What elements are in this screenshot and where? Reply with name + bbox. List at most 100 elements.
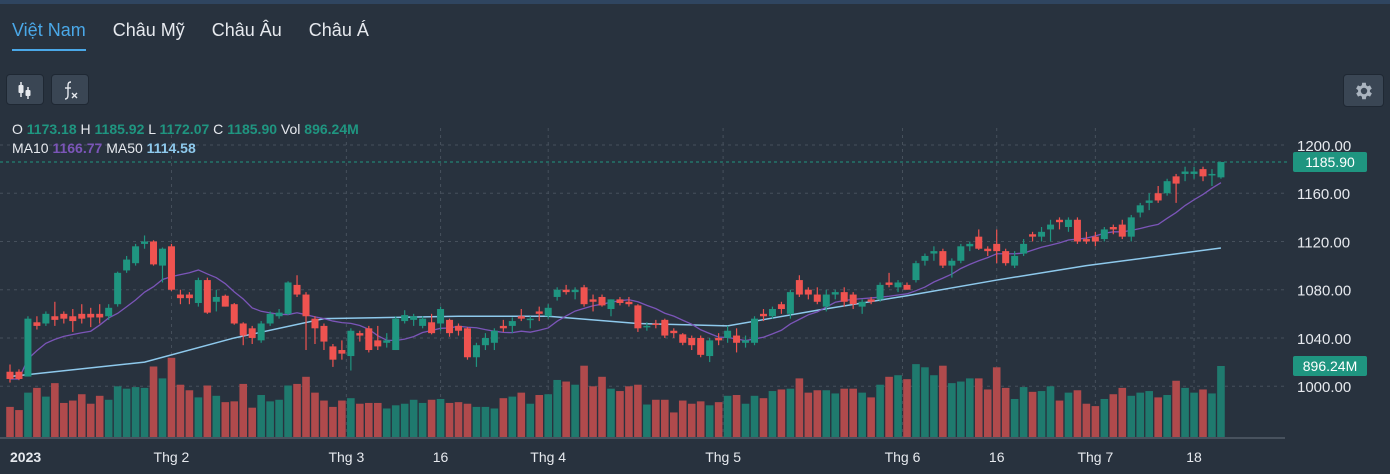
- volume-bar: [1208, 393, 1216, 437]
- volume-bar: [1091, 406, 1100, 437]
- volume-bar: [266, 401, 274, 437]
- candle-body: [150, 241, 158, 265]
- volume-bar: [15, 410, 23, 437]
- candle-body: [311, 318, 319, 329]
- tab-chau-au[interactable]: Châu Âu: [211, 20, 282, 40]
- candle-body: [15, 371, 23, 379]
- volume-bar: [1019, 387, 1028, 437]
- candle-body: [383, 340, 391, 343]
- function-icon: [64, 80, 78, 100]
- volume-bar: [876, 384, 884, 437]
- volume-bar: [1172, 380, 1180, 437]
- tab-chau-a[interactable]: Châu Á: [308, 20, 369, 40]
- candle-body: [813, 294, 821, 302]
- settings-button[interactable]: [1343, 74, 1384, 107]
- gear-icon: [1355, 82, 1372, 99]
- volume-bar: [51, 383, 59, 437]
- volume-bar: [373, 402, 382, 437]
- volume-bar: [983, 389, 992, 437]
- time-axis-label: Thg 3: [328, 449, 364, 465]
- price-axis-label: 1000.00: [1297, 379, 1351, 396]
- ma-legend: MA10 1166.77 MA50 1114.58: [12, 140, 196, 156]
- volume-bar: [616, 391, 624, 437]
- chart-type-button[interactable]: [6, 74, 44, 105]
- region-tabs: Việt Nam Châu Mỹ Châu Âu Châu Á: [12, 20, 369, 51]
- candle-body: [795, 280, 803, 295]
- volume-bar: [598, 376, 606, 437]
- candle-body: [706, 340, 714, 357]
- volume-bar: [212, 395, 221, 437]
- volume-bar: [661, 399, 669, 437]
- time-axis-label: 18: [1186, 449, 1202, 465]
- candle-body: [679, 334, 687, 343]
- volume-bar: [1109, 394, 1118, 437]
- candle-body: [463, 328, 471, 358]
- candle-body: [96, 313, 104, 318]
- volume-bar: [1145, 391, 1153, 437]
- ma50-value: 1114.58: [146, 140, 196, 156]
- candle-body: [257, 323, 265, 341]
- volume-bar: [33, 387, 41, 437]
- candle-body: [1217, 162, 1225, 178]
- time-axis-label: 16: [433, 449, 449, 465]
- candle-body: [858, 301, 866, 307]
- price-axis-label: 1160.00: [1297, 186, 1350, 203]
- candle-body: [1020, 243, 1028, 254]
- price-axis-label: 1040.00: [1297, 331, 1351, 348]
- volume-bar: [113, 386, 122, 437]
- tab-chau-my[interactable]: Châu Mỹ: [112, 20, 185, 40]
- tab-viet-nam[interactable]: Việt Nam: [12, 20, 86, 51]
- price-axis-label: 1080.00: [1297, 283, 1351, 300]
- volume-bar: [732, 395, 741, 437]
- candle-body: [33, 322, 41, 326]
- candle-body: [114, 272, 122, 305]
- volume-bar: [436, 398, 445, 437]
- candle-body: [230, 304, 238, 324]
- candle-body: [490, 330, 498, 343]
- volume-bar: [463, 403, 472, 437]
- volume-bar: [382, 408, 391, 437]
- candle-body: [212, 296, 220, 302]
- candle-body: [78, 313, 86, 319]
- candle-body: [347, 330, 355, 357]
- volume-bar: [1163, 395, 1171, 437]
- volume-bar: [1028, 391, 1037, 437]
- volume-bar: [885, 376, 893, 437]
- volume-bar: [77, 394, 86, 437]
- volume-bar: [1127, 395, 1136, 437]
- volume-bar: [1001, 387, 1010, 437]
- volume-bar: [508, 396, 517, 437]
- candle-body: [132, 246, 140, 264]
- volume-bar: [230, 401, 239, 437]
- candle-body: [607, 299, 615, 310]
- volume-bar: [1181, 387, 1189, 437]
- volume-bar: [849, 388, 857, 437]
- candle-body: [1145, 200, 1153, 203]
- candle-body: [1163, 181, 1171, 194]
- indicators-button[interactable]: [51, 74, 89, 105]
- candle-body: [1082, 239, 1090, 242]
- current-price-tag: 1185.90: [1293, 152, 1367, 172]
- candle-body: [410, 316, 418, 320]
- volume-bar: [131, 387, 140, 437]
- volume-bar: [24, 392, 32, 437]
- volume-bar: [149, 366, 158, 437]
- candle-body: [966, 243, 974, 247]
- volume-bar: [176, 384, 185, 437]
- candle-body: [822, 294, 830, 307]
- candle-body: [194, 280, 202, 303]
- volume-bar: [535, 395, 544, 437]
- candle-body: [1127, 217, 1135, 237]
- candle-body: [51, 316, 59, 320]
- volume-bar: [526, 403, 535, 437]
- ma10-value: 1166.77: [52, 140, 103, 156]
- time-axis-label: 16: [989, 449, 1005, 465]
- close-value: 1185.90: [227, 121, 278, 137]
- high-value: 1185.92: [94, 121, 145, 137]
- candle-body: [356, 333, 364, 336]
- candle-body: [1190, 171, 1198, 174]
- candle-body: [930, 251, 938, 254]
- volume-bar: [948, 383, 956, 437]
- volume-bar: [347, 398, 355, 437]
